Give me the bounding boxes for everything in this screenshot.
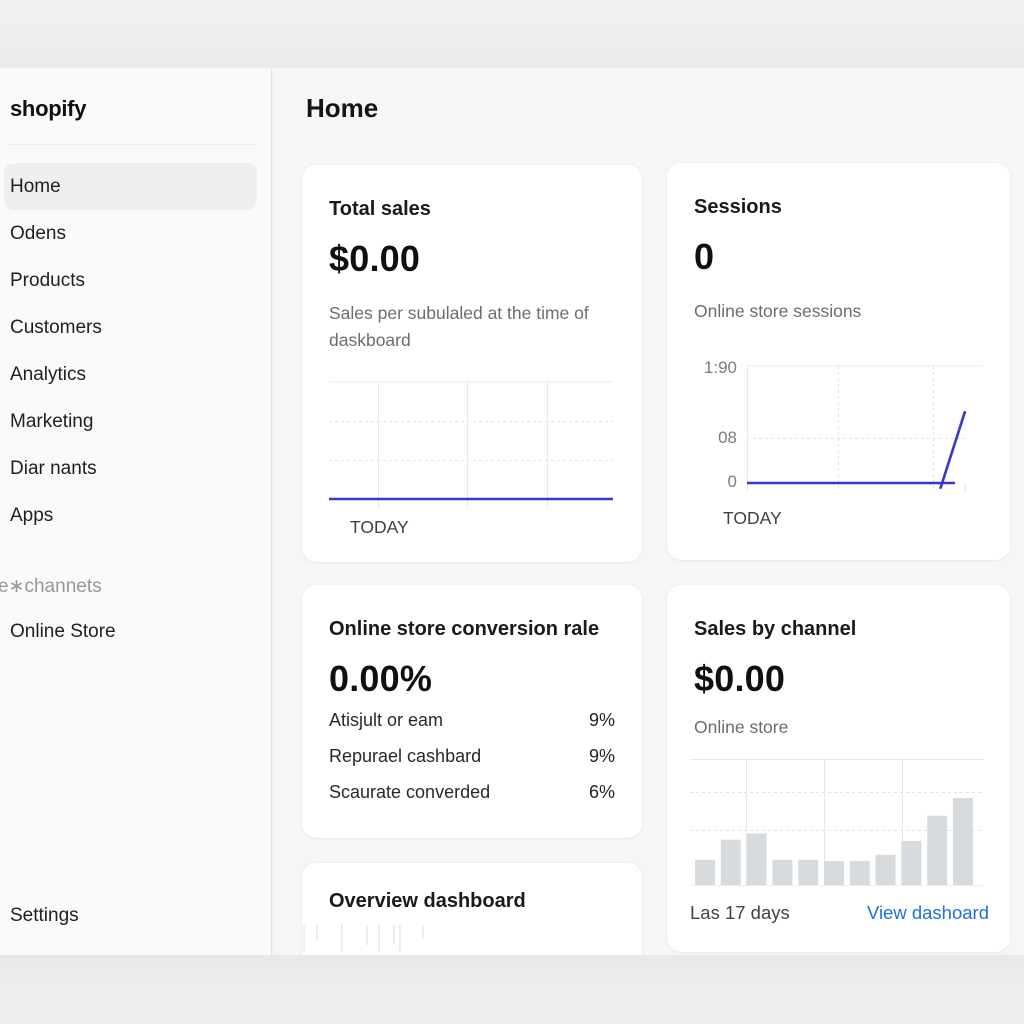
y-tick-label: 1:90: [703, 358, 737, 377]
sessions-subtitle: Online store sessions: [694, 301, 862, 321]
sessions-title: Sessions: [694, 196, 782, 218]
overview-tick: [341, 925, 343, 952]
bar-10: [953, 798, 973, 885]
sidebar-item-marketing[interactable]: Marketing: [10, 411, 94, 432]
overview-tick: [316, 925, 318, 940]
sidebar-nav: Home Odens Products Customers Analytics Marke…: [4, 163, 257, 539]
sidebar-channels-list: Online Store: [10, 608, 257, 655]
bottom-band: [0, 955, 1024, 1024]
overview-tick: [422, 925, 424, 939]
bar-4: [798, 859, 819, 885]
conversion-rate-title: Online store conversion rale: [329, 618, 600, 640]
conversion-rate-rows: Atisjult or eam 9% Repurael cashbard 9% Scau…: [329, 702, 615, 810]
date-range-label: Las 17 days: [690, 902, 790, 923]
sidebar-item-products[interactable]: Products: [10, 270, 85, 291]
bar-3: [772, 859, 793, 885]
bar-0: [695, 859, 715, 885]
bar-7: [875, 854, 896, 885]
total-sales-x-axis-label: TODAY: [350, 517, 409, 537]
conversion-row-0: Atisjult or eam 9%: [329, 702, 615, 738]
total-sales-title: Total sales: [329, 198, 431, 220]
sidebar: shopify Home Odens Products Customers Analyt…: [0, 68, 272, 955]
sessions-line-chart: [747, 365, 983, 492]
conversion-rate-value: 0.00%: [329, 658, 433, 699]
conversion-row-label: Repurael cashbard: [329, 745, 482, 766]
sidebar-item-analytics[interactable]: Analytics: [10, 364, 87, 385]
conversion-row-value: 9%: [588, 709, 615, 730]
total-sales-card: Total sales $0.00 Sales per subulaled at…: [302, 165, 642, 562]
sessions-value: 0: [694, 236, 715, 277]
overview-tick: [303, 925, 305, 952]
bar-1: [720, 839, 741, 885]
sales-by-channel-footer: Las 17 days View dashoard: [690, 902, 989, 924]
sidebar-nav-list: Home Odens Products Customers Analytics Marke…: [4, 163, 257, 539]
sales-by-channel-bar-chart: [690, 759, 984, 886]
view-dashboard-link[interactable]: View dashoard: [866, 902, 989, 923]
shopify-logo: shopify: [10, 96, 87, 121]
bar-8: [901, 840, 922, 885]
main-content: Home Total sales $0.00 Sales per subulal…: [273, 68, 1024, 955]
sidebar-channels-nav: Online Store: [10, 608, 257, 655]
sessions-y-axis-ticks: 1:90 08 0: [694, 358, 747, 495]
overview-tick: [399, 925, 401, 952]
sidebar-item-home[interactable]: Home: [4, 163, 257, 210]
total-sales-value: $0.00: [329, 238, 421, 279]
bar-6: [849, 861, 870, 885]
app-frame: shopify Home Odens Products Customers Analyt…: [0, 68, 1024, 955]
overview-dashboard-card: Overview dashboard: [302, 863, 642, 955]
sales-by-channel-title: Sales by channel: [694, 618, 857, 640]
total-sales-description: Sales per subulaled at the time of daskb…: [329, 303, 589, 350]
overview-chart-ticks: [302, 925, 642, 955]
sales-by-channel-card: Sales by channel $0.00 Online store Las …: [667, 585, 1010, 952]
total-sales-line-chart: [329, 381, 613, 508]
page-title: Home: [306, 93, 379, 123]
sessions-x-axis-label: TODAY: [723, 508, 782, 528]
conversion-rate-card: Online store conversion rale 0.00% Atisj…: [302, 585, 642, 838]
y-tick-label: 0: [727, 472, 737, 491]
sessions-chart-area: 1:90 08 0: [694, 358, 983, 495]
conversion-row-2: Scaurate converded 6%: [329, 774, 615, 810]
sidebar-item-odens[interactable]: Odens: [10, 223, 66, 244]
sidebar-item-apps[interactable]: Apps: [10, 505, 54, 526]
sidebar-item-settings[interactable]: Settings: [10, 905, 79, 926]
sidebar-item-diar-nants[interactable]: Diar nants: [10, 458, 97, 479]
bar-9: [927, 815, 948, 885]
conversion-row-value: 6%: [588, 781, 615, 802]
y-tick-label: 08: [718, 428, 737, 447]
sidebar-item-customers[interactable]: Customers: [10, 317, 102, 338]
overview-tick: [366, 925, 368, 945]
sales-by-channel-value: $0.00: [694, 658, 786, 699]
conversion-row-1: Repurael cashbard 9%: [329, 738, 615, 774]
sidebar-item-online-store[interactable]: Online Store: [10, 621, 116, 642]
overview-dashboard-title: Overview dashboard: [329, 890, 526, 912]
conversion-row-label: Scaurate converded: [329, 781, 491, 802]
sessions-card: Sessions 0 Online store sessions 1:90 08 0…: [667, 163, 1010, 560]
conversion-row-value: 9%: [588, 745, 615, 766]
sales-channels-section-label: e∗channets: [0, 576, 102, 597]
bar-2: [746, 833, 767, 885]
bar-5: [824, 861, 844, 885]
conversion-row-label: Atisjult or eam: [329, 709, 444, 730]
sidebar-divider: [6, 144, 257, 145]
overview-tick: [393, 925, 395, 945]
overview-tick: [378, 925, 380, 952]
top-band: [0, 0, 1024, 68]
sales-by-channel-subtitle: Online store: [694, 717, 789, 737]
